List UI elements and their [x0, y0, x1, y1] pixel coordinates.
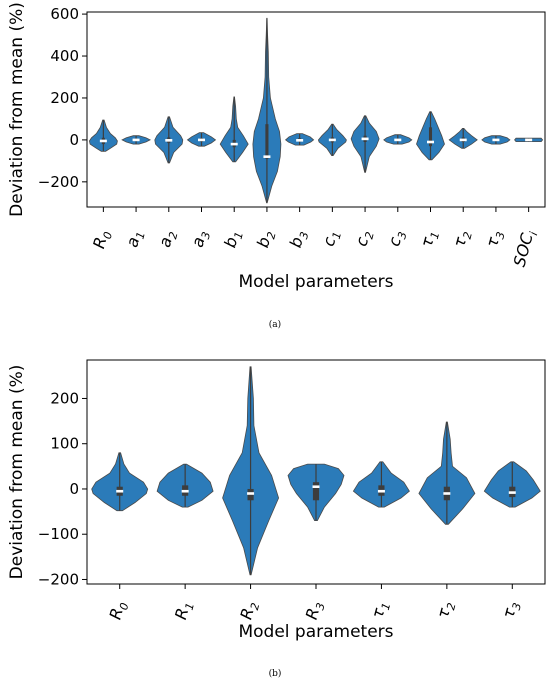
y-tick-label: −100 — [38, 525, 79, 543]
x-category-label: a3 — [188, 228, 214, 250]
x-category-label: b1 — [220, 228, 246, 250]
violin-median — [394, 138, 402, 142]
x-category-label: τ1 — [417, 228, 443, 250]
violin-median — [508, 491, 516, 494]
x-category-label: τ2 — [449, 228, 475, 250]
x-category-label: τ1 — [368, 599, 394, 621]
y-axis-title: Deviation from mean (%) — [7, 2, 27, 217]
violin-median — [361, 137, 369, 141]
x-category-label: c3 — [384, 228, 409, 249]
violin-median — [312, 485, 320, 489]
violin-iqr-box — [312, 482, 320, 501]
violin-median — [263, 155, 271, 158]
violin-median — [443, 492, 451, 495]
violin-iqr-box — [428, 127, 433, 147]
y-tick-label: 200 — [50, 389, 79, 407]
violin-median — [525, 138, 533, 142]
x-category-label: R1 — [171, 599, 197, 622]
x-category-label: τ2 — [433, 599, 459, 621]
x-category-label: τ3 — [498, 599, 524, 621]
chart-a: −200 0 200 400 600 R0 a1 a2 a3 b1 b2 b3 c1 c2 c3 τ1 τ2 τ3… — [7, 2, 546, 330]
violin-iqr-box — [265, 124, 269, 159]
x-category-label: c1 — [319, 228, 344, 249]
x-category-label: a1 — [122, 228, 148, 250]
y-tick-label: −200 — [38, 570, 79, 588]
violin-median — [116, 489, 124, 493]
y-tick-label: 200 — [50, 89, 79, 107]
violin-median — [198, 138, 205, 142]
x-category-label: R0 — [89, 228, 115, 251]
violin-median — [377, 489, 385, 493]
x-axis-title: Model parameters — [238, 272, 393, 292]
x-category-label: b3 — [286, 228, 312, 250]
y-tick-label: 0 — [69, 131, 79, 149]
violin-median — [247, 492, 255, 495]
violin-median — [181, 489, 189, 493]
y-axis-title: Deviation from mean (%) — [7, 365, 27, 580]
violin-median — [230, 142, 238, 146]
y-tick-label: 600 — [50, 5, 79, 23]
x-category-label: SOCi — [510, 228, 541, 269]
chart-b: −200 −100 0 100 200 R0 R1 R2 R3 τ1 τ2 τ3 Model param… — [7, 359, 546, 679]
plot-frame — [86, 11, 546, 208]
x-category-label: R0 — [106, 599, 132, 622]
violin-median — [296, 139, 304, 142]
violin-median — [427, 140, 434, 144]
x-category-label: b2 — [253, 228, 279, 250]
x-category-label: τ3 — [482, 228, 508, 250]
violin-median — [328, 138, 336, 142]
violin-median — [459, 138, 467, 142]
violin-median — [165, 139, 173, 142]
figure-caption: (b) — [269, 668, 282, 679]
x-axis-title: Model parameters — [238, 622, 393, 642]
violin-median — [492, 138, 500, 142]
figure-caption: (a) — [269, 319, 281, 330]
violin-median — [99, 139, 107, 143]
x-category-label: R2 — [236, 599, 262, 622]
y-tick-label: 0 — [69, 480, 79, 498]
x-category-label: R3 — [302, 599, 328, 622]
x-category-label: c2 — [351, 228, 376, 249]
y-tick-label: 400 — [50, 47, 79, 65]
violin-median — [132, 138, 140, 142]
y-tick-label: 100 — [50, 435, 79, 453]
y-tick-label: −200 — [38, 173, 79, 191]
x-category-label: a2 — [155, 228, 181, 250]
